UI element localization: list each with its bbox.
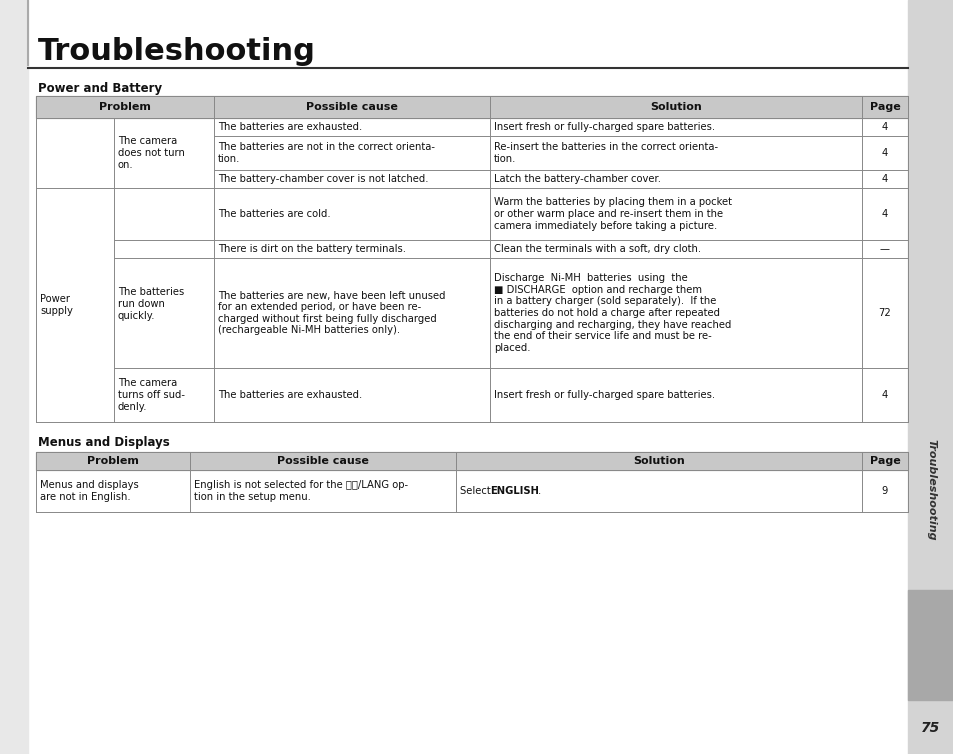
Text: Solution: Solution [633,456,684,466]
Text: Page: Page [869,102,900,112]
Text: The camera
turns off sud-
denly.: The camera turns off sud- denly. [118,379,185,412]
Text: 4: 4 [881,174,887,184]
Text: Solution: Solution [649,102,701,112]
Text: 4: 4 [881,209,887,219]
Text: 4: 4 [881,122,887,132]
Text: The camera
does not turn
on.: The camera does not turn on. [118,136,185,170]
Text: Possible cause: Possible cause [276,456,369,466]
Text: The batteries are cold.: The batteries are cold. [218,209,331,219]
Text: Insert fresh or fully-charged spare batteries.: Insert fresh or fully-charged spare batt… [494,390,715,400]
Text: The batteries are exhausted.: The batteries are exhausted. [218,122,362,132]
Text: The batteries
run down
quickly.: The batteries run down quickly. [118,287,184,320]
Text: Power and Battery: Power and Battery [38,82,162,95]
Text: 4: 4 [881,390,887,400]
Text: Re-insert the batteries in the correct orienta-
tion.: Re-insert the batteries in the correct o… [494,143,718,164]
Text: Latch the battery-chamber cover.: Latch the battery-chamber cover. [494,174,660,184]
Text: ENGLISH: ENGLISH [490,486,538,496]
Text: Page: Page [869,456,900,466]
Bar [0,0,28,754]
Text: The batteries are not in the correct orienta-
tion.: The batteries are not in the correct ori… [218,143,435,164]
Text: Troubleshooting: Troubleshooting [38,38,315,66]
Text: 72: 72 [878,308,890,318]
Text: The battery-chamber cover is not latched.: The battery-chamber cover is not latched… [218,174,428,184]
Text: 9: 9 [881,486,887,496]
Bar [36,452,907,470]
Bar [36,96,907,118]
Text: English is not selected for the 言語/LANG op-
tion in the setup menu.: English is not selected for the 言語/LANG … [193,480,408,502]
Text: Menus and displays
are not in English.: Menus and displays are not in English. [40,480,138,502]
Text: Troubleshooting: Troubleshooting [925,439,935,541]
Text: Discharge  Ni-MH  batteries  using  the
■ DISCHARGE  option and recharge them
in: Discharge Ni-MH batteries using the ■ DI… [494,273,731,353]
Text: Possible cause: Possible cause [306,102,397,112]
Text: The batteries are exhausted.: The batteries are exhausted. [218,390,362,400]
Text: Power
supply: Power supply [40,294,72,316]
Text: The batteries are new, have been left unused
for an extended period, or have bee: The batteries are new, have been left un… [218,290,445,336]
Text: .: . [537,486,540,496]
Text: Warm the batteries by placing them in a pocket
or other warm place and re-insert: Warm the batteries by placing them in a … [494,198,731,231]
Text: Insert fresh or fully-charged spare batteries.: Insert fresh or fully-charged spare batt… [494,122,715,132]
Text: 75: 75 [921,721,940,735]
Bar [907,590,953,700]
Text: Problem: Problem [99,102,151,112]
Text: 4: 4 [881,148,887,158]
Text: There is dirt on the battery terminals.: There is dirt on the battery terminals. [218,244,406,254]
Bar [907,0,953,754]
Text: Menus and Displays: Menus and Displays [38,436,170,449]
Text: Problem: Problem [87,456,139,466]
Text: Clean the terminals with a soft, dry cloth.: Clean the terminals with a soft, dry clo… [494,244,700,254]
Text: —: — [879,244,889,254]
Text: Select: Select [459,486,494,496]
